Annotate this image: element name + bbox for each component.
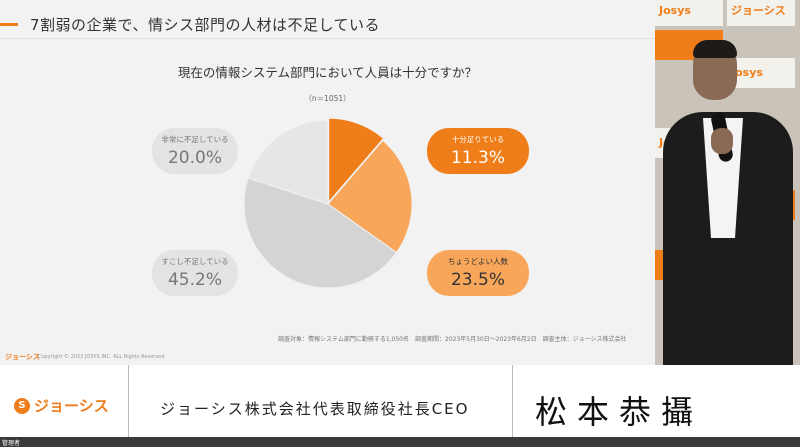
speaker-role: ジョーシス株式会社代表取締役社長CEO (160, 400, 470, 418)
speaker-hand (711, 128, 733, 154)
callout-slightly-insufficient: すこし不足している 45.2% (152, 250, 238, 296)
callout-label: 十分足りている (451, 135, 505, 144)
pie-slice-3 (247, 119, 329, 205)
callout-value: 23.5% (450, 270, 505, 290)
sample-size: （n＝1051） (304, 94, 351, 103)
caption-divider (128, 365, 129, 447)
copyright: Copyright © 2023 JOSYS INC. ALL Rights R… (38, 354, 165, 360)
callout-sufficient: 十分足りている 11.3% (427, 128, 529, 174)
title-divider (0, 38, 655, 39)
survey-footnote: 調査対象：情報システム部門に勤務する1,050名 調査期間：2023年5月30日… (278, 336, 627, 343)
callout-value: 11.3% (450, 148, 505, 168)
callout-very-insufficient: 非常に不足している 20.0% (152, 128, 238, 174)
callout-label: 非常に不足している (161, 135, 229, 144)
lower-third-caption: S ジョーシス ジョーシス株式会社代表取締役社長CEO 松本恭攝 (0, 365, 800, 447)
caption-brand-text: ジョーシス (34, 397, 109, 415)
speaker-name: 松本恭攝 (535, 393, 704, 431)
josys-logo-icon: S (14, 397, 30, 414)
backdrop-logo: Josys (727, 58, 795, 88)
callout-label: すこし不足している (161, 257, 229, 266)
callout-label: ちょうどよい人数 (448, 257, 508, 266)
pie-slice-1 (327, 139, 413, 254)
backdrop-logo: ジョーシス (727, 0, 795, 26)
bottom-strip (0, 437, 800, 447)
pie-slice-2 (243, 177, 398, 289)
callout-value: 20.0% (167, 148, 222, 168)
slide-title: 7割弱の企業で、情シス部門の人材は不足している (30, 16, 380, 34)
host-badge: 管理者 (2, 440, 21, 447)
pie-chart (243, 117, 413, 289)
backdrop-logo: Josys (655, 0, 723, 26)
pie-slice-0 (328, 117, 385, 204)
chart-question: 現在の情報システム部門において人員は十分ですか？ (177, 65, 478, 80)
title-accent-bar (0, 23, 18, 26)
caption-divider (512, 365, 513, 447)
slide-brand-logo: ジョーシス (5, 353, 40, 361)
caption-brand-logo: S ジョーシス (14, 395, 109, 416)
callout-value: 45.2% (167, 270, 222, 290)
speaker-hair (693, 40, 737, 58)
presentation-slide: 7割弱の企業で、情シス部門の人材は不足している 現在の情報システム部門において人… (0, 0, 655, 365)
callout-just-right: ちょうどよい人数 23.5% (427, 250, 529, 296)
speaker-video: Josys ジョーシス Josys Josys (655, 0, 800, 365)
